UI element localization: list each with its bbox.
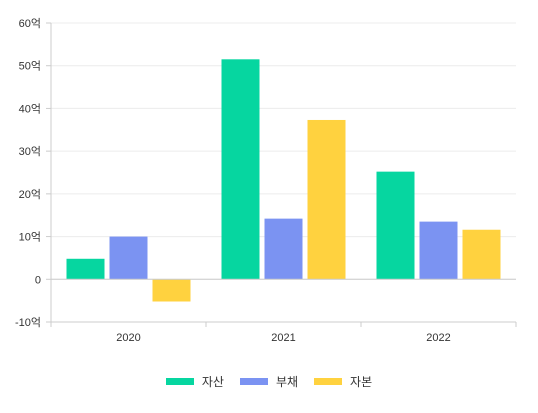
legend-swatch-liabilities [239, 377, 268, 385]
y-tick-label: -10억 [15, 316, 41, 329]
x-tick-label: 2020 [116, 332, 140, 344]
legend-swatch-equity [314, 377, 343, 385]
y-tick-label: 60억 [19, 17, 41, 30]
y-tick-label: 0 [35, 274, 41, 286]
legend-label-equity: 자본 [350, 374, 373, 389]
y-tick-label: 10억 [19, 231, 41, 244]
bar-equity-2021 [307, 119, 346, 280]
x-tick-label: 2022 [426, 332, 450, 344]
bar-liabilities-2021 [264, 218, 303, 280]
x-tick-label: 2021 [271, 332, 295, 344]
bar-assets-2021 [221, 59, 260, 280]
legend: 자산 부채 자본 [0, 372, 538, 390]
bar-liabilities-2022 [419, 221, 458, 280]
legend-item-liabilities[interactable]: 부채 [239, 373, 299, 390]
x-axis-tick-labels: 2020 2021 2022 [116, 332, 450, 344]
y-tick-label: 30억 [19, 145, 41, 158]
bar-equity-2022 [462, 229, 501, 280]
legend-swatch-assets [165, 377, 194, 385]
y-tick-label: 20억 [19, 188, 41, 201]
y-tick-label: 40억 [19, 102, 41, 115]
bars [66, 59, 501, 302]
legend-label-assets: 자산 [201, 374, 224, 389]
legend-item-assets[interactable]: 자산 [165, 373, 224, 390]
legend-label-liabilities: 부채 [275, 374, 299, 389]
y-axis-tick-labels: 60억 50억 40억 30억 20억 10억 0 -10억 [15, 17, 41, 329]
bar-assets-2020 [66, 258, 105, 280]
legend-item-equity[interactable]: 자본 [314, 373, 372, 390]
bar-assets-2022 [376, 171, 415, 280]
y-tick-label: 50억 [19, 60, 41, 73]
bar-equity-2020 [152, 279, 191, 302]
bar-liabilities-2020 [109, 236, 148, 280]
axes [50, 23, 517, 327]
